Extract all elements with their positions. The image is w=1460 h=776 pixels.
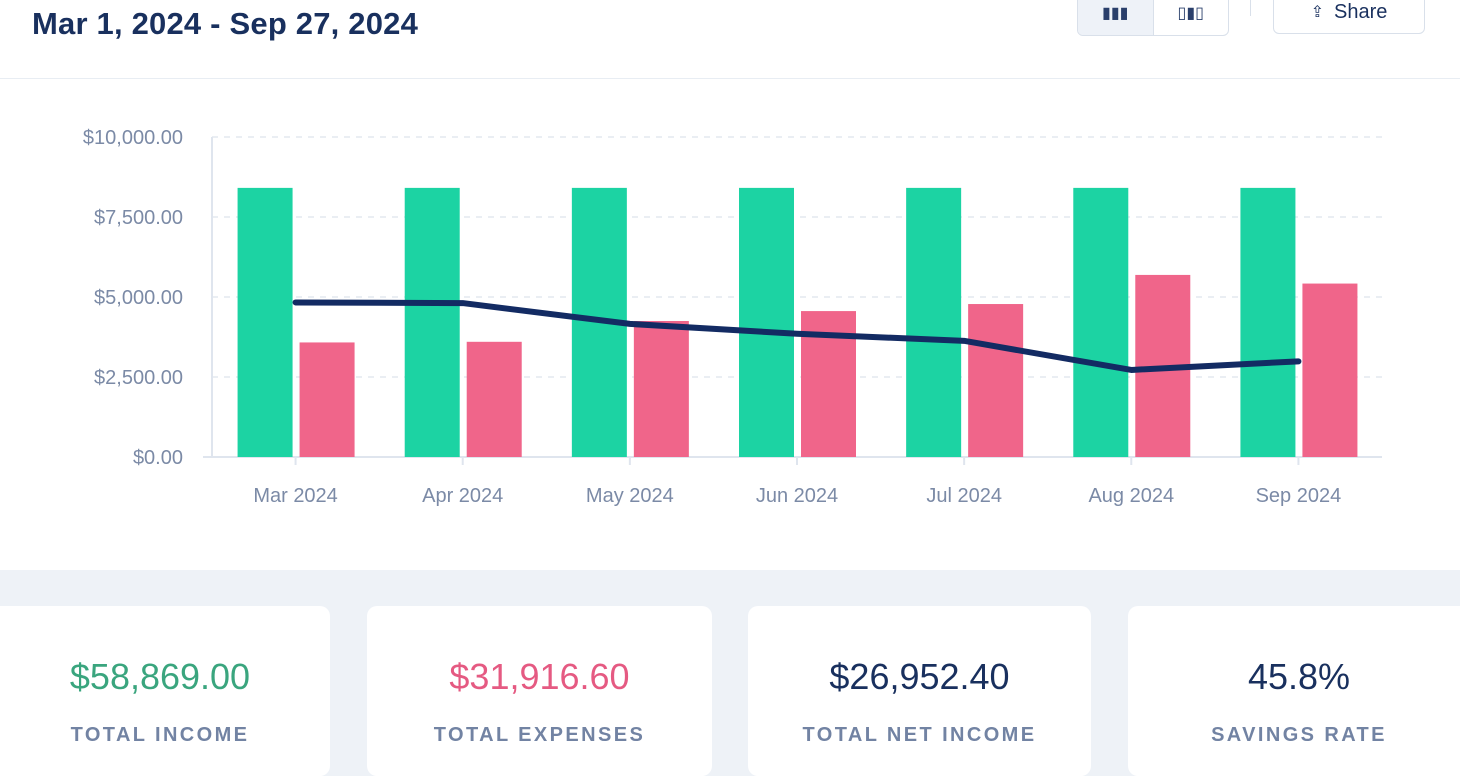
income-bar [906,188,961,457]
total-net-income-value: $26,952.40 [748,656,1091,698]
chart-panel: Mar 1, 2024 - Sep 27, 2024 ▮▮▮ ▯▮▯ ⇪ Sha… [0,0,1460,570]
share-button-label: Share [1334,1,1387,24]
x-tick-label: Apr 2024 [422,485,503,507]
savings-rate-label: SAVINGS RATE [1128,724,1460,747]
savings-rate-value: 45.8% [1128,656,1460,698]
x-tick-label: Aug 2024 [1088,485,1174,507]
expense-bar [300,342,355,457]
grouped-bar-chart-icon: ▯▮▯ [1178,3,1204,23]
grouped-chart-view-button[interactable]: ▯▮▯ [1154,0,1229,35]
income-expenses-chart: $10,000.00 $7,500.00 $5,000.00 $2,500.00 $0.… [0,80,1460,560]
x-tick-label: Mar 2024 [253,485,338,507]
x-tick-label: May 2024 [586,485,674,507]
total-net-income-label: TOTAL NET INCOME [748,724,1091,747]
y-tick-label: $10,000.00 [83,127,183,149]
income-bar [405,188,460,457]
income-bar [1073,188,1128,457]
y-tick-label: $0.00 [133,447,183,469]
total-income-card: $58,869.00 TOTAL INCOME [0,606,330,776]
y-tick-label: $5,000.00 [94,287,183,309]
chart-view-toggle: ▮▮▮ ▯▮▯ [1077,0,1229,36]
income-bar [1240,188,1295,457]
expense-bar [467,342,522,457]
y-tick-label: $2,500.00 [94,367,183,389]
bar-chart-view-button[interactable]: ▮▮▮ [1078,0,1154,35]
income-bar [238,188,293,457]
total-income-label: TOTAL INCOME [0,724,330,747]
share-button[interactable]: ⇪ Share [1273,0,1425,34]
expense-bar [1302,284,1357,457]
share-icon: ⇪ [1311,2,1324,22]
report-header: Mar 1, 2024 - Sep 27, 2024 ▮▮▮ ▯▮▯ ⇪ Sha… [0,0,1460,79]
total-expenses-card: $31,916.60 TOTAL EXPENSES [367,606,712,776]
total-expenses-label: TOTAL EXPENSES [367,724,712,747]
bar-chart-icon: ▮▮▮ [1102,3,1128,23]
total-expenses-value: $31,916.60 [367,656,712,698]
summary-stats: $58,869.00 TOTAL INCOME $31,916.60 TOTAL… [0,606,1460,752]
expense-bar [634,321,689,457]
x-tick-label: Sep 2024 [1256,485,1342,507]
total-net-income-card: $26,952.40 TOTAL NET INCOME [748,606,1091,776]
expense-bar [968,304,1023,457]
date-range-title[interactable]: Mar 1, 2024 - Sep 27, 2024 [32,6,418,42]
income-bar [739,188,794,457]
y-tick-label: $7,500.00 [94,207,183,229]
x-tick-label: Jun 2024 [756,485,838,507]
savings-rate-card: 45.8% SAVINGS RATE [1128,606,1460,776]
x-tick-label: Jul 2024 [926,485,1002,507]
total-income-value: $58,869.00 [0,656,330,698]
toolbar-divider [1250,0,1251,16]
